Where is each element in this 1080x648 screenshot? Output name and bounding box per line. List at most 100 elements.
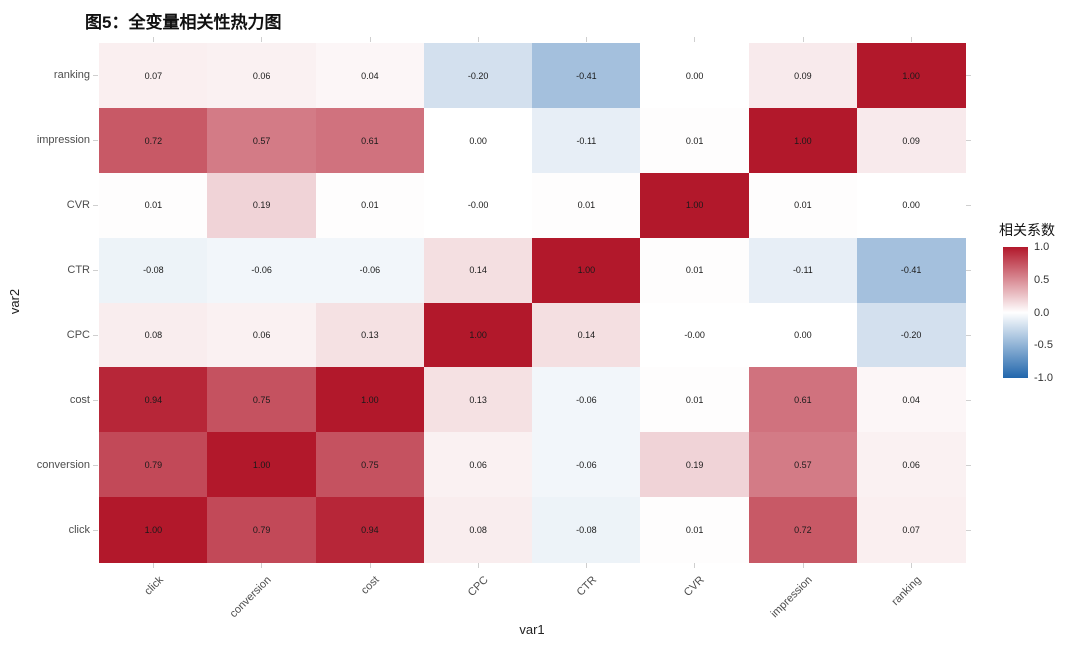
y-axis-label: CTR bbox=[67, 264, 90, 277]
cell-value: 0.19 bbox=[252, 200, 271, 211]
cell-value: 0.13 bbox=[469, 395, 487, 406]
cell-value: -0.41 bbox=[576, 70, 597, 81]
legend-tick-label: -0.5 bbox=[1034, 339, 1053, 352]
heatmap-cell: 1.00 bbox=[532, 237, 641, 303]
heatmap-cell: 0.14 bbox=[532, 302, 641, 368]
legend-tick-label: 1.0 bbox=[1034, 241, 1050, 253]
axis-tick bbox=[369, 563, 371, 568]
heatmap-cell: 0.79 bbox=[99, 432, 208, 498]
heatmap-cell: -0.41 bbox=[856, 237, 966, 303]
heatmap-cell: 0.04 bbox=[856, 367, 966, 433]
cell-value: 1.00 bbox=[685, 200, 704, 211]
cell-value: 0.14 bbox=[577, 330, 596, 341]
cell-value: 0.57 bbox=[794, 459, 812, 470]
cell-value: 0.79 bbox=[144, 459, 163, 470]
heatmap-cell: 0.01 bbox=[99, 172, 208, 239]
x-axis-label: impression bbox=[769, 574, 816, 621]
x-axis-label: CVR bbox=[681, 574, 707, 599]
heatmap-cell: 0.01 bbox=[748, 172, 858, 239]
cell-value: 0.07 bbox=[144, 70, 163, 81]
y-axis-title: var2 bbox=[7, 288, 23, 314]
cell-value: -0.11 bbox=[576, 135, 597, 146]
x-axis-label: click bbox=[141, 574, 166, 598]
cell-value: -0.06 bbox=[576, 459, 597, 470]
y-axis-label: CVR bbox=[66, 199, 90, 212]
cell-value: 0.04 bbox=[361, 70, 379, 81]
x-axis-label: ranking bbox=[889, 574, 924, 608]
cell-value: 0.01 bbox=[685, 135, 704, 146]
y-axis-label: CPC bbox=[66, 328, 90, 341]
cell-value: -0.20 bbox=[900, 330, 922, 341]
heatmap-cell: 0.19 bbox=[640, 432, 749, 498]
axis-tick bbox=[93, 399, 98, 401]
heatmap-cell: 0.14 bbox=[423, 237, 533, 303]
axis-tick bbox=[966, 399, 971, 401]
heatmap-cell: 0.75 bbox=[315, 432, 425, 498]
axis-tick bbox=[910, 37, 912, 42]
heatmap-cell: 0.09 bbox=[748, 43, 858, 109]
heatmap-cell: -0.06 bbox=[532, 432, 641, 498]
cell-value: 0.06 bbox=[252, 70, 271, 81]
axis-tick bbox=[93, 205, 98, 207]
cell-value: 0.01 bbox=[361, 200, 379, 211]
heatmap-cell: 0.19 bbox=[207, 172, 316, 239]
heatmap-cell: 0.61 bbox=[315, 107, 425, 174]
cell-value: 0.08 bbox=[144, 330, 163, 341]
axis-tick bbox=[694, 563, 696, 568]
heatmap-cell: 0.57 bbox=[748, 432, 858, 498]
heatmap-cell: 0.13 bbox=[423, 367, 533, 433]
heatmap-cell: 1.00 bbox=[99, 497, 208, 563]
y-axis-label: cost bbox=[69, 393, 90, 406]
cell-value: 0.19 bbox=[685, 459, 704, 470]
axis-tick bbox=[93, 140, 98, 142]
axis-tick bbox=[966, 334, 971, 336]
axis-tick bbox=[261, 563, 263, 568]
y-axis-label: conversion bbox=[36, 458, 90, 471]
cell-value: -0.11 bbox=[792, 265, 813, 276]
cell-value: 0.09 bbox=[794, 70, 812, 81]
legend-tick-label: -1.0 bbox=[1034, 372, 1053, 384]
cell-value: 0.00 bbox=[794, 330, 812, 341]
heatmap-cell: 1.00 bbox=[207, 432, 316, 498]
legend-colorbar bbox=[1003, 247, 1028, 378]
cell-value: 0.01 bbox=[794, 200, 812, 211]
cell-value: 0.01 bbox=[685, 265, 704, 276]
heatmap-cell: 1.00 bbox=[748, 107, 858, 174]
axis-tick bbox=[802, 563, 804, 568]
heatmap-cell: 0.61 bbox=[748, 367, 858, 433]
heatmap-cell: -0.06 bbox=[532, 367, 641, 433]
axis-tick bbox=[910, 563, 912, 568]
cell-value: 0.00 bbox=[685, 70, 704, 81]
cell-value: 0.61 bbox=[361, 135, 379, 146]
axis-tick bbox=[477, 563, 479, 568]
axis-tick bbox=[93, 464, 98, 466]
cell-value: 1.00 bbox=[577, 265, 596, 276]
cell-value: 0.01 bbox=[577, 200, 596, 211]
cell-value: -0.08 bbox=[143, 265, 164, 276]
cell-value: 0.72 bbox=[144, 135, 163, 146]
heatmap-cell: 1.00 bbox=[856, 43, 966, 109]
heatmap-cell: 0.00 bbox=[423, 107, 533, 174]
axis-tick bbox=[966, 270, 971, 272]
cell-value: 0.01 bbox=[685, 524, 704, 535]
cell-value: 0.94 bbox=[144, 395, 163, 406]
axis-tick bbox=[477, 37, 479, 42]
heatmap-cell: 0.01 bbox=[640, 237, 749, 303]
cell-value: 0.72 bbox=[794, 524, 812, 535]
heatmap-cell: 0.75 bbox=[207, 367, 316, 433]
axis-tick bbox=[694, 37, 696, 42]
cell-value: 0.79 bbox=[252, 524, 271, 535]
cell-value: 1.00 bbox=[361, 395, 379, 406]
axis-tick bbox=[966, 140, 971, 142]
y-axis-label: ranking bbox=[53, 69, 90, 82]
heatmap-cell: 0.07 bbox=[856, 497, 966, 563]
legend-title: 相关系数 bbox=[999, 222, 1055, 238]
heatmap-cell: -0.08 bbox=[99, 237, 208, 303]
heatmap-cell: -0.20 bbox=[423, 43, 533, 109]
heatmap-cell: 0.06 bbox=[207, 302, 316, 368]
heatmap-cell: 0.04 bbox=[315, 43, 425, 109]
cell-value: -0.41 bbox=[900, 265, 922, 276]
heatmap-cell: 0.01 bbox=[640, 367, 749, 433]
cell-value: 0.00 bbox=[902, 200, 920, 211]
heatmap-cell: -0.11 bbox=[748, 237, 858, 303]
